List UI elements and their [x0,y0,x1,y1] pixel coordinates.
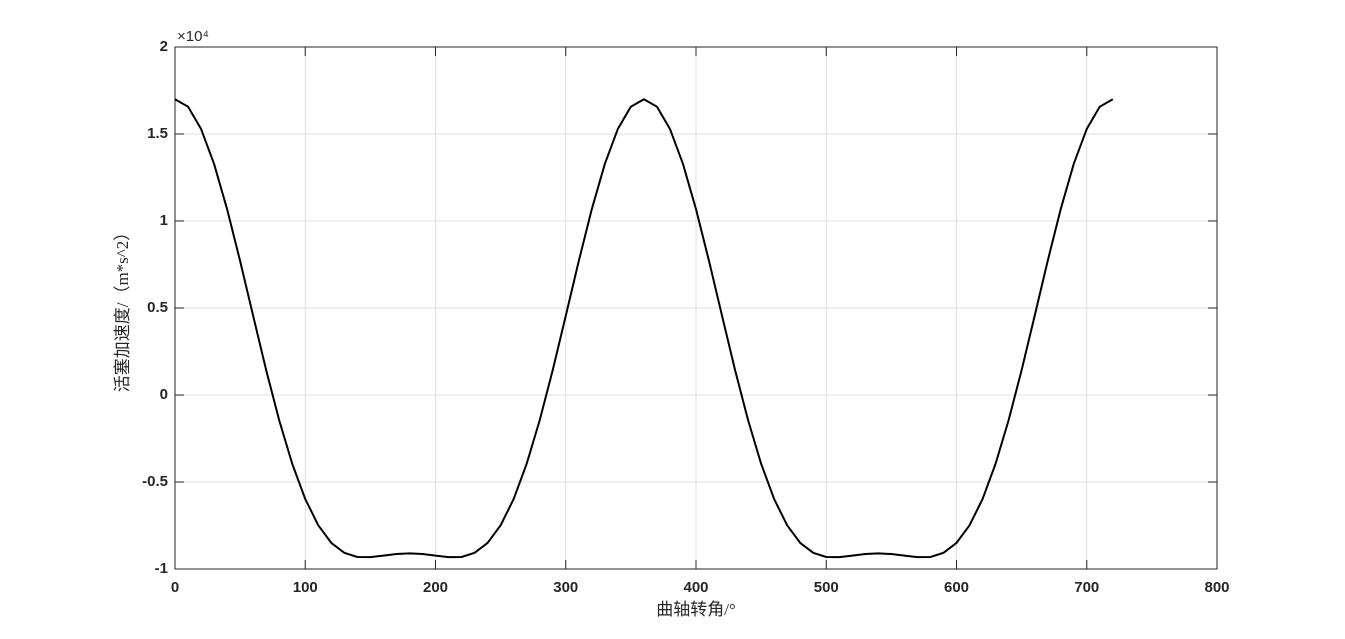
y-tick-label: -1 [155,560,168,577]
y-tick-label: -0.5 [142,473,168,490]
x-tick-label: 700 [1074,579,1099,596]
x-tick-label: 500 [814,579,839,596]
y-tick-label: 2 [160,38,168,55]
x-tick-label: 800 [1204,579,1229,596]
data-line [174,98,1114,559]
x-axis-label: 曲轴转角/° [656,600,736,619]
y-tick-label: 0 [160,386,168,403]
y-axis-label: 活塞加速度/（m*s^2） [113,224,132,393]
x-tick-label: 400 [683,579,708,596]
x-tick-label: 600 [944,579,969,596]
x-tick-label: 0 [171,579,179,596]
x-tick-label: 100 [293,579,318,596]
y-tick-label: 1 [160,212,168,229]
y-exponent: ×10⁴ [177,28,209,45]
axes-box [174,46,1218,570]
x-tick-label: 300 [553,579,578,596]
y-tick-label: 0.5 [147,299,168,316]
y-tick-label: 1.5 [147,125,168,142]
x-tick-label: 200 [423,579,448,596]
